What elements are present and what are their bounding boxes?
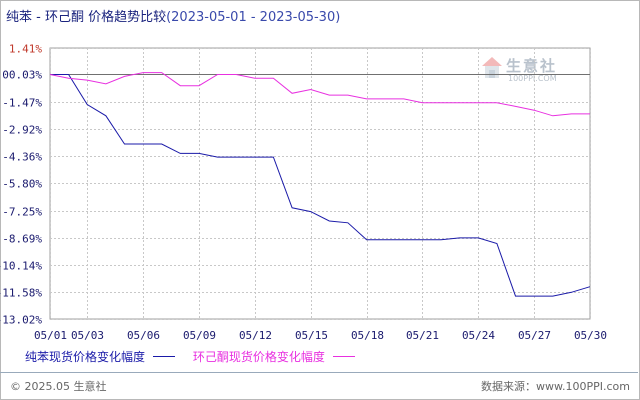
x-tick-label: 05/01 <box>34 329 67 342</box>
y-tick-label: -1.47% <box>2 97 42 110</box>
y-tick-label: -11.58% <box>0 287 42 300</box>
y-tick-label: -10.14% <box>0 260 42 273</box>
x-tick-label: 05/27 <box>518 329 551 342</box>
x-tick-label: 05/15 <box>295 329 328 342</box>
chart-title-range: (2023-05-01 - 2023-05-30) <box>166 10 341 25</box>
x-tick-label: 05/21 <box>406 329 439 342</box>
y-axis-ticks: 1.41% 00.03% -1.47% -2.92% -4.36% -5.80% -7.25… <box>0 43 42 327</box>
x-tick-label: 05/30 <box>574 329 607 342</box>
x-tick-label: 05/24 <box>462 329 495 342</box>
x-axis-ticks: 05/01 05/03 05/06 05/09 05/12 05/15 05/18 05/21… <box>34 329 607 342</box>
x-tick-label: 05/03 <box>71 329 104 342</box>
series-line-cyclohexanone <box>49 72 590 117</box>
chart-title-main: 纯苯 - 环己酮 价格趋势比较 <box>6 10 167 25</box>
series-lines <box>49 72 591 297</box>
x-tick-label: 05/12 <box>239 329 272 342</box>
y-tick-label: -4.36% <box>2 151 42 164</box>
series-line-benzene <box>50 74 591 297</box>
chart-title: 纯苯 - 环己酮 价格趋势比较(2023-05-01 - 2023-05-30) <box>6 6 340 25</box>
x-tick-label: 05/09 <box>183 329 216 342</box>
legend-label-cyclohexanone: 环己酮现货价格变化幅度 <box>192 350 325 364</box>
y-tick-label: -2.92% <box>2 124 42 137</box>
grid-lines <box>49 47 591 320</box>
y-tick-label: -7.25% <box>2 206 42 219</box>
watermark-url: 100PPI.COM <box>508 74 557 83</box>
legend-swatch-benzene <box>153 356 176 357</box>
legend-item-benzene: 纯苯现货价格变化幅度 <box>25 348 176 365</box>
footer-copyright: © 2025.05 生意社 <box>10 380 107 393</box>
footer-website: 数据来源：www.100PPI.com <box>481 380 630 393</box>
y-tick-label: -5.80% <box>2 178 42 191</box>
y-tick-label: 1.41% <box>9 43 42 56</box>
chart-legend: 纯苯现货价格变化幅度 环己酮现货价格变化幅度 <box>25 348 369 365</box>
legend-item-cyclohexanone: 环己酮现货价格变化幅度 <box>193 348 355 365</box>
watermark-name: 生意社 <box>506 57 558 75</box>
x-tick-label: 05/18 <box>351 329 384 342</box>
y-tick-label: 00.03% <box>2 69 42 82</box>
footer-divider <box>0 372 638 373</box>
x-tick-label: 05/06 <box>127 329 160 342</box>
y-tick-label: -13.02% <box>0 314 42 327</box>
legend-label-benzene: 纯苯现货价格变化幅度 <box>25 350 146 364</box>
y-tick-label: -8.69% <box>2 233 42 246</box>
legend-swatch-cyclohexanone <box>332 356 355 357</box>
